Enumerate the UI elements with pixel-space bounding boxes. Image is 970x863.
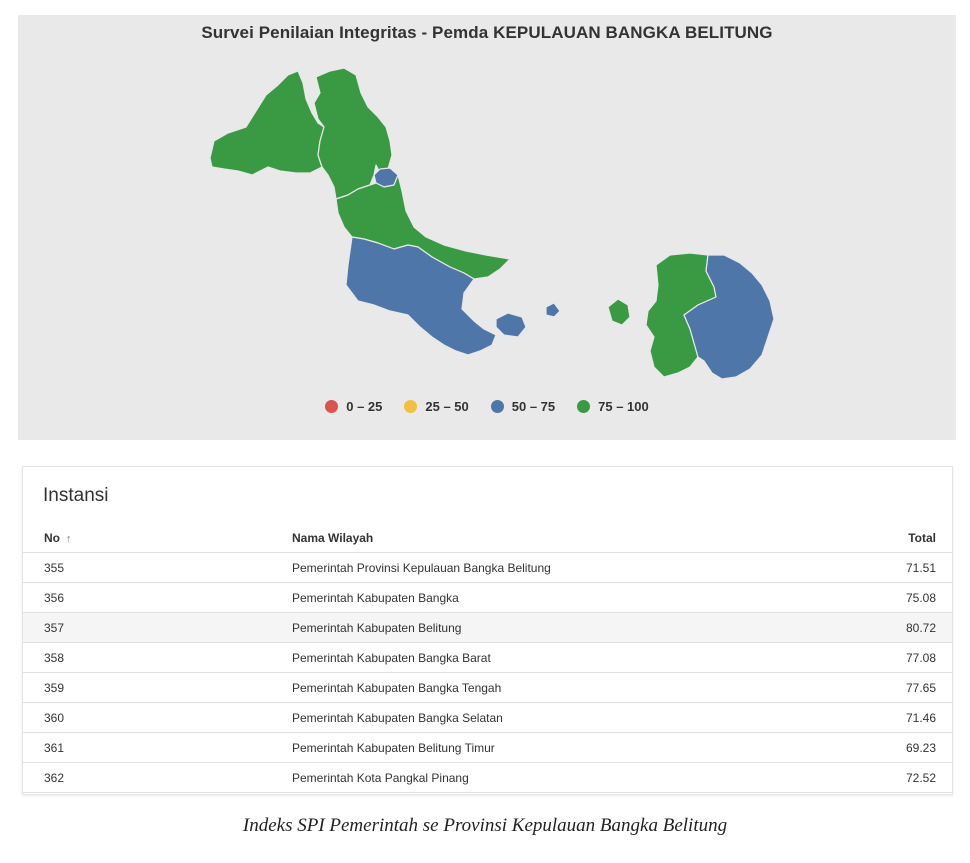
arrow-up-icon[interactable]: ↑	[66, 533, 72, 545]
legend-item-25-50[interactable]: 25 – 50	[404, 399, 469, 414]
cell-name: Pemerintah Provinsi Kepulauan Bangka Bel…	[292, 552, 852, 583]
table-row[interactable]: 357 Pemerintah Kabupaten Belitung 80.72	[23, 612, 952, 643]
card-title: Instansi	[43, 485, 109, 506]
table-row[interactable]: 356 Pemerintah Kabupaten Bangka 75.08	[23, 582, 952, 613]
legend-label: 0 – 25	[346, 399, 383, 414]
table-row[interactable]: 362 Pemerintah Kota Pangkal Pinang 72.52	[23, 762, 952, 793]
cell-no: 361	[23, 732, 292, 763]
cell-total: 71.51	[852, 552, 952, 583]
cell-name: Pemerintah Kabupaten Bangka Barat	[292, 642, 852, 673]
legend-label: 50 – 75	[511, 399, 556, 414]
cell-total: 72.52	[852, 762, 952, 793]
legend-item-50-75[interactable]: 50 – 75	[490, 399, 556, 414]
column-header-total[interactable]: Total	[852, 524, 952, 553]
cell-total: 75.08	[852, 582, 952, 613]
region-bangka-selatan-isle-1[interactable]: Kabupaten Bangka Selatan	[495, 312, 527, 338]
legend-label: 75 – 100	[598, 399, 649, 414]
legend-label: 25 – 50	[425, 399, 469, 414]
region-bangka-selatan[interactable]: Kabupaten Bangka Selatan	[345, 236, 497, 356]
column-header-no[interactable]: No ↑	[23, 524, 292, 553]
cell-name: Pemerintah Kota Pangkal Pinang	[292, 762, 852, 793]
cell-total: 77.65	[852, 672, 952, 703]
legend-dot-icon	[404, 400, 418, 413]
instansi-table: No ↑ Nama Wilayah Total 355 Pemerintah Pr…	[23, 524, 952, 793]
region-belitung-timur[interactable]: Kabupaten Belitung Timur	[683, 254, 775, 380]
region-belitung-isle[interactable]: Kabupaten Belitung	[607, 298, 631, 326]
cell-total: 71.46	[852, 702, 952, 733]
map-legend: 0 – 25 25 – 50 50 – 75 75 – 100	[18, 399, 956, 414]
cell-name: Pemerintah Kabupaten Belitung	[292, 612, 852, 643]
cell-total: 77.08	[852, 642, 952, 673]
legend-item-75-100[interactable]: 75 – 100	[577, 399, 649, 414]
cell-no: 358	[23, 642, 292, 673]
cell-total: 69.23	[852, 732, 952, 763]
cell-name: Pemerintah Kabupaten Bangka Selatan	[292, 702, 852, 733]
region-bangka-barat[interactable]: Kabupaten Bangka Barat	[209, 70, 325, 176]
cell-no: 359	[23, 672, 292, 703]
table-row[interactable]: 355 Pemerintah Provinsi Kepulauan Bangka…	[23, 552, 952, 583]
cell-total: 80.72	[852, 612, 952, 643]
table-row[interactable]: 360 Pemerintah Kabupaten Bangka Selatan …	[23, 702, 952, 733]
legend-item-0-25[interactable]: 0 – 25	[325, 399, 382, 414]
table-row[interactable]: 359 Pemerintah Kabupaten Bangka Tengah 7…	[23, 672, 952, 703]
cell-name: Pemerintah Kabupaten Bangka Tengah	[292, 672, 852, 703]
figure-caption: Indeks SPI Pemerintah se Provinsi Kepula…	[242, 815, 728, 836]
cell-no: 357	[23, 612, 292, 643]
cell-no: 362	[23, 762, 292, 793]
instansi-card: Instansi No ↑ Nama Wilayah Total 355 Peme…	[22, 466, 953, 795]
cell-name: Pemerintah Kabupaten Bangka	[292, 582, 852, 613]
legend-dot-icon	[577, 400, 591, 413]
column-header-label: No	[44, 531, 60, 545]
legend-dot-icon	[490, 400, 504, 413]
table-row[interactable]: 361 Pemerintah Kabupaten Belitung Timur …	[23, 732, 952, 763]
region-bangka-selatan-isle-2[interactable]: Kabupaten Bangka Selatan	[545, 302, 561, 318]
region-bangka[interactable]: Kabupaten Bangka	[313, 67, 393, 200]
table-header-row: No ↑ Nama Wilayah Total	[23, 524, 952, 553]
table-row[interactable]: 358 Pemerintah Kabupaten Bangka Barat 77…	[23, 642, 952, 673]
column-header-name[interactable]: Nama Wilayah	[292, 524, 852, 553]
legend-dot-icon	[325, 400, 339, 413]
cell-no: 355	[23, 552, 292, 583]
cell-no: 360	[23, 702, 292, 733]
cell-name: Pemerintah Kabupaten Belitung Timur	[292, 732, 852, 763]
map-title: Survei Penilaian Integritas - Pemda KEPU…	[201, 23, 773, 42]
choropleth-map: Kabupaten Bangka Barat Kabupaten Bangka …	[209, 67, 775, 380]
cell-no: 356	[23, 582, 292, 613]
map-panel: Survei Penilaian Integritas - Pemda KEPU…	[18, 15, 956, 440]
